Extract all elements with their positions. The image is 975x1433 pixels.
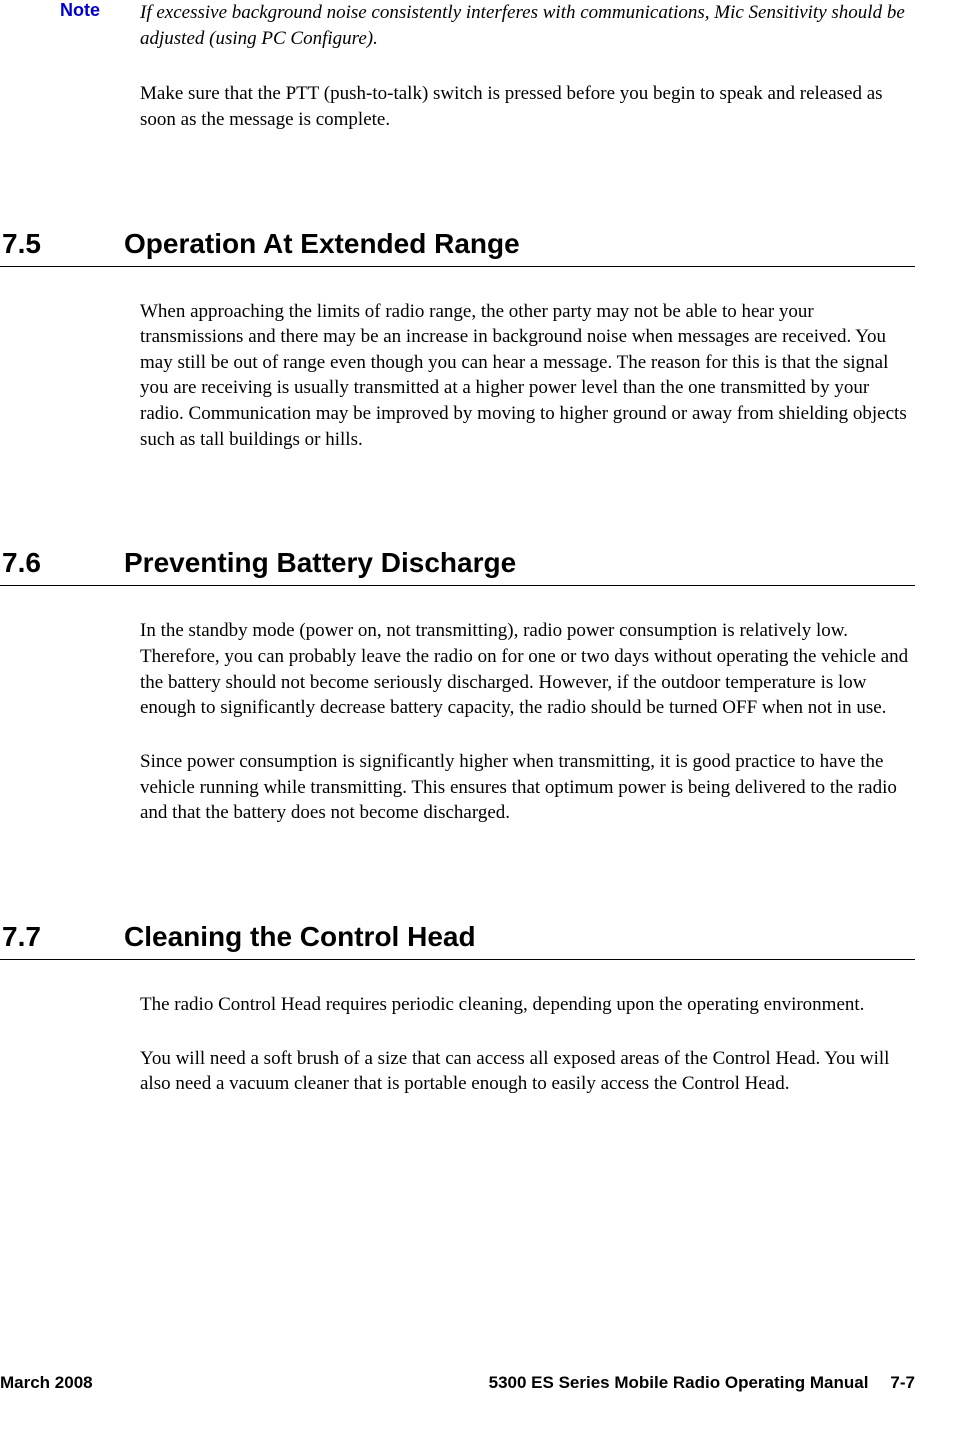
section-title: Operation At Extended Range <box>124 228 520 260</box>
section-number: 7.5 <box>0 228 100 260</box>
note-block: Note If excessive background noise consi… <box>0 0 915 51</box>
section-title: Cleaning the Control Head <box>124 921 476 953</box>
section-number: 7.6 <box>0 547 100 579</box>
section-paragraph: In the standby mode (power on, not trans… <box>140 618 915 721</box>
footer-date: March 2008 <box>0 1373 93 1393</box>
section-paragraph: You will need a soft brush of a size tha… <box>140 1046 915 1097</box>
note-label: Note <box>60 0 140 51</box>
section-heading-row: 7.6 Preventing Battery Discharge <box>0 547 915 586</box>
section-heading-row: 7.5 Operation At Extended Range <box>0 228 915 267</box>
note-text: If excessive background noise consistent… <box>140 0 915 51</box>
footer-title: 5300 ES Series Mobile Radio Operating Ma… <box>489 1373 869 1393</box>
footer-page-number: 7-7 <box>890 1373 915 1393</box>
page-footer: March 2008 5300 ES Series Mobile Radio O… <box>0 1373 915 1393</box>
intro-paragraph: Make sure that the PTT (push-to-talk) sw… <box>140 81 915 132</box>
section-title: Preventing Battery Discharge <box>124 547 516 579</box>
section-7-5: 7.5 Operation At Extended Range When app… <box>0 228 915 453</box>
section-number: 7.7 <box>0 921 100 953</box>
section-heading-row: 7.7 Cleaning the Control Head <box>0 921 915 960</box>
section-paragraph: Since power consumption is significantly… <box>140 749 915 826</box>
section-7-7: 7.7 Cleaning the Control Head The radio … <box>0 921 915 1097</box>
footer-right: 5300 ES Series Mobile Radio Operating Ma… <box>489 1373 915 1393</box>
section-paragraph: The radio Control Head requires periodic… <box>140 992 915 1018</box>
section-paragraph: When approaching the limits of radio ran… <box>140 299 915 453</box>
section-7-6: 7.6 Preventing Battery Discharge In the … <box>0 547 915 825</box>
